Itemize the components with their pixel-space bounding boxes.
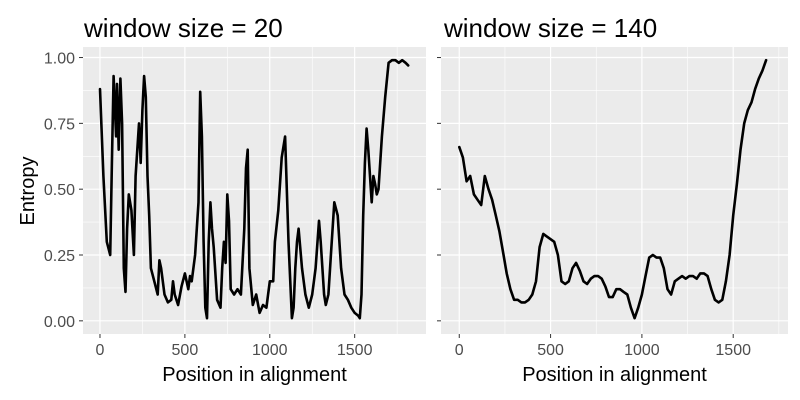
x-axis-title: Position in alignment: [162, 364, 347, 386]
y-tick-label: 0.75: [44, 116, 75, 133]
x-tick-label: 1500: [715, 342, 751, 359]
y-axis-title: Entropy: [17, 157, 39, 226]
y-tick-label: 1.00: [44, 51, 75, 68]
panel-background: [83, 47, 426, 334]
x-tick-label: 1000: [624, 342, 660, 359]
panel-background: [441, 47, 788, 334]
panel-window-size-140: 0 500 1000 1500 window size = 140 Position in…: [437, 13, 788, 386]
y-tick-label: 0.00: [44, 314, 75, 331]
y-tick-label: 0.25: [44, 248, 75, 265]
x-axis-title: Position in alignment: [522, 364, 707, 386]
y-tick-label: 0.50: [44, 182, 75, 199]
x-tick-label: 0: [96, 342, 105, 359]
x-tick-label: 500: [172, 342, 199, 359]
x-tick-label: 1500: [337, 342, 373, 359]
entropy-line: [458, 58, 768, 320]
x-tick-label: 500: [537, 342, 564, 359]
panel-window-size-20: 0 500 1000 1500 0.00 0.25 0.50 0.75 1.00 window s…: [44, 13, 426, 386]
x-tick-label: 0: [455, 342, 464, 359]
panel-title: window size = 140: [443, 13, 657, 43]
panel-title: window size = 20: [83, 13, 283, 43]
entropy-line: [98, 58, 410, 320]
x-tick-label: 1000: [252, 342, 288, 359]
